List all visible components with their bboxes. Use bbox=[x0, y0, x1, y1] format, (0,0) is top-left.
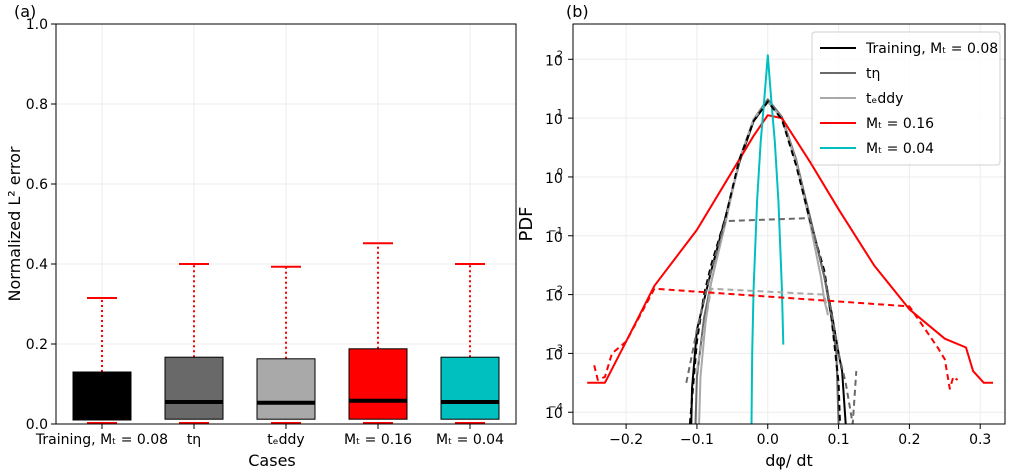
panel-b-ytick-exponent: 1 bbox=[557, 108, 563, 119]
box-body bbox=[348, 348, 408, 420]
panel-b-series bbox=[587, 54, 993, 424]
panel-b-xtick-label: 0.0 bbox=[757, 432, 779, 448]
panel-a-xtick-label: Mₜ = 0.16 bbox=[344, 432, 412, 448]
panel-a-xtick-label: Mₜ = 0.04 bbox=[436, 432, 504, 448]
panel-b-xtick-label: 0.1 bbox=[827, 432, 849, 448]
panel-a-ytick-label: 0.2 bbox=[26, 337, 48, 353]
series-line bbox=[587, 114, 993, 384]
panel-b-frame bbox=[572, 23, 1006, 425]
panel-a-y-axis-label: Normalized L² error bbox=[5, 146, 24, 301]
legend-label: tₑddy bbox=[866, 91, 903, 107]
box-body bbox=[164, 356, 224, 420]
panel-b-ytick-label: 10 bbox=[545, 230, 563, 246]
panel-b-ytick-label: 10 bbox=[545, 347, 563, 363]
panel-a-xtick-label: tη bbox=[187, 432, 201, 448]
panel-a-xtick-label: tₑddy bbox=[267, 432, 304, 448]
panel-a-ticks: 0.0 0.2 0.4 0.6 0.8 1.0 Training, Mₜ = 0.08 tη t… bbox=[26, 17, 504, 448]
panel-b-xtick-label: −0.1 bbox=[680, 432, 714, 448]
legend-frame bbox=[811, 31, 1001, 166]
box-body bbox=[256, 358, 316, 420]
panel-b-ticks: −0.2 −0.1 0.0 0.1 0.2 0.310−410−310−210−11001… bbox=[545, 49, 991, 448]
panel-a-ytick-label: 0.6 bbox=[26, 177, 48, 193]
panel-a-ytick-label: 0.4 bbox=[26, 257, 48, 273]
panel-b-y-axis-label: PDF bbox=[516, 206, 537, 241]
panel-b-xtick-label: −0.2 bbox=[609, 432, 643, 448]
box-body bbox=[440, 356, 500, 420]
panel-b-xtick-label: 0.2 bbox=[898, 432, 920, 448]
panel-b-label: (b) bbox=[566, 2, 589, 21]
panel-b-ytick-label: 10 bbox=[545, 171, 563, 187]
series-line bbox=[698, 100, 829, 424]
panel-b-ytick-exponent: −4 bbox=[548, 402, 563, 413]
panel-a-label: (a) bbox=[14, 2, 36, 21]
series-line-dashed bbox=[688, 100, 841, 424]
box-body bbox=[72, 371, 132, 421]
legend-label: Mₜ = 0.04 bbox=[866, 141, 934, 157]
panel-b-xtick-label: 0.3 bbox=[969, 432, 991, 448]
panel-a-xtick-label: Training, Mₜ = 0.08 bbox=[35, 432, 168, 448]
panel-b-ytick-exponent: −3 bbox=[548, 343, 563, 354]
legend-label: Training, Mₜ = 0.08 bbox=[865, 41, 998, 57]
panel-b-ytick-exponent: −1 bbox=[548, 226, 563, 237]
panel-b-ytick-label: 10 bbox=[545, 289, 563, 305]
series-line bbox=[694, 98, 840, 424]
series-line-dashed bbox=[685, 217, 858, 424]
panel-b-ytick-exponent: 2 bbox=[557, 49, 563, 60]
panel-b-x-axis-label: dφ/ dt bbox=[765, 451, 813, 470]
panel-a-x-axis-label: Cases bbox=[248, 451, 296, 470]
panel-b-legend: Training, Mₜ = 0.08 tη tₑddy Mₜ = 0.16 Mₜ = … bbox=[811, 31, 1001, 166]
panel-b-ytick-exponent: −2 bbox=[548, 285, 563, 296]
series-line bbox=[750, 54, 785, 424]
panel-b-gridlines bbox=[573, 24, 1005, 424]
panel-b-chart: −0.2 −0.1 0.0 0.1 0.2 0.310−410−310−210−11001… bbox=[516, 2, 1006, 470]
panel-a-chart: 0.0 0.2 0.4 0.6 0.8 1.0 Training, Mₜ = 0.08 tη t… bbox=[5, 2, 517, 470]
panel-a-ytick-label: 1.0 bbox=[26, 17, 48, 33]
panel-a-boxes bbox=[72, 242, 500, 424]
series-line-dashed bbox=[695, 287, 829, 372]
panel-a-ytick-label: 0.8 bbox=[26, 97, 48, 113]
panel-b-ytick-exponent: 0 bbox=[557, 167, 563, 178]
panel-b-ytick-label: 10 bbox=[545, 406, 563, 422]
panel-b-ytick-label: 10 bbox=[545, 53, 563, 69]
legend-label: tη bbox=[866, 66, 880, 82]
series-line-dashed bbox=[593, 287, 959, 390]
panel-a-ytick-label: 0.0 bbox=[26, 417, 48, 433]
legend-label: Mₜ = 0.16 bbox=[866, 116, 934, 132]
panel-b-ytick-label: 10 bbox=[545, 112, 563, 128]
